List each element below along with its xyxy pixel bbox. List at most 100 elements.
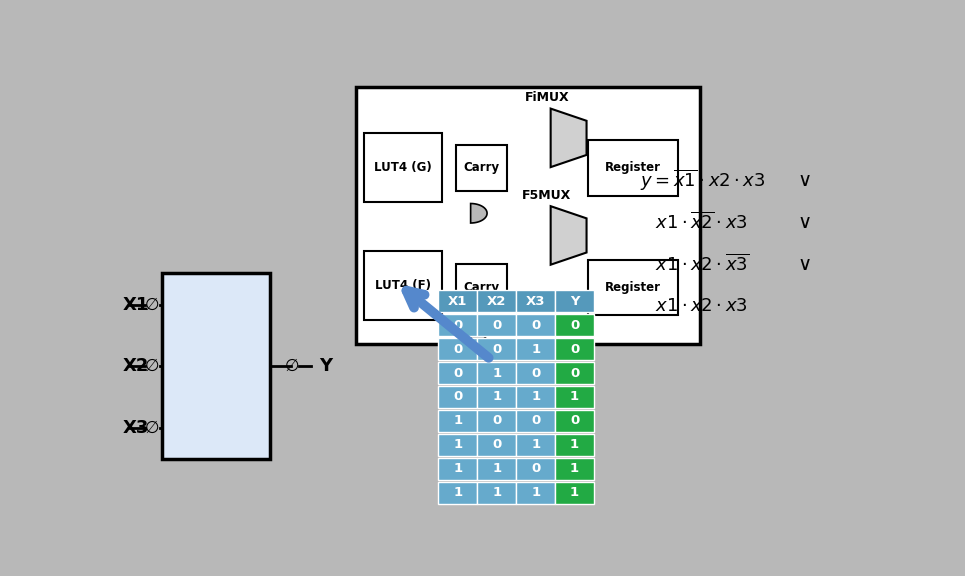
Bar [555, 362, 594, 384]
Bar [588, 260, 677, 315]
Text: 0: 0 [531, 366, 540, 380]
Text: $x1\cdot x2\cdot x3$: $x1\cdot x2\cdot x3$ [655, 297, 748, 316]
Text: 0: 0 [492, 438, 502, 452]
Polygon shape [471, 323, 487, 343]
Text: $x1\cdot \overline{x2}\cdot x3$: $x1\cdot \overline{x2}\cdot x3$ [655, 211, 748, 233]
Text: 1: 1 [492, 391, 502, 403]
Text: 1: 1 [570, 463, 579, 475]
Bar [555, 458, 594, 480]
Text: 0: 0 [570, 343, 579, 355]
Text: 0: 0 [570, 366, 579, 380]
Bar [455, 264, 507, 311]
Text: $\emptyset$: $\emptyset$ [145, 357, 159, 376]
Bar [478, 386, 516, 408]
Bar [364, 134, 442, 202]
Text: 1: 1 [492, 463, 502, 475]
Text: 0: 0 [454, 391, 462, 403]
Bar [438, 410, 478, 432]
Text: 0: 0 [570, 319, 579, 332]
Text: $\emptyset$: $\emptyset$ [145, 419, 159, 437]
Text: 0: 0 [531, 319, 540, 332]
Text: Y: Y [570, 295, 579, 308]
Bar [438, 482, 478, 504]
Text: 0: 0 [531, 414, 540, 427]
Bar [478, 314, 516, 336]
Text: 1: 1 [570, 391, 579, 403]
Text: 1: 1 [531, 438, 540, 452]
Text: $\vee$: $\vee$ [797, 170, 812, 190]
Text: X1: X1 [448, 295, 468, 308]
Text: Carry: Carry [463, 161, 499, 175]
Bar [455, 145, 507, 191]
Bar [588, 140, 677, 195]
Text: 1: 1 [531, 486, 540, 499]
Bar [478, 362, 516, 384]
Text: 0: 0 [454, 319, 462, 332]
Text: FiMUX: FiMUX [525, 91, 569, 104]
Bar [438, 290, 478, 312]
Bar [555, 290, 594, 312]
Bar [555, 314, 594, 336]
Text: X2: X2 [487, 295, 507, 308]
Text: Y: Y [318, 357, 332, 376]
Text: $\emptyset$: $\emptyset$ [284, 357, 299, 376]
Text: 1: 1 [531, 343, 540, 355]
Bar [478, 482, 516, 504]
Bar [438, 434, 478, 456]
Polygon shape [471, 203, 487, 223]
Bar [478, 290, 516, 312]
Text: X1: X1 [123, 296, 150, 314]
Bar [438, 386, 478, 408]
Bar [516, 338, 555, 360]
Bar [516, 290, 555, 312]
Bar [478, 458, 516, 480]
Text: 1: 1 [531, 391, 540, 403]
Bar [555, 386, 594, 408]
Bar [516, 314, 555, 336]
Bar [516, 386, 555, 408]
Bar [478, 434, 516, 456]
Bar [162, 273, 270, 460]
Text: Register: Register [605, 161, 661, 175]
Text: X3: X3 [526, 295, 545, 308]
Polygon shape [551, 109, 587, 167]
Text: 1: 1 [454, 438, 462, 452]
Bar [438, 314, 478, 336]
Bar [555, 410, 594, 432]
Text: 1: 1 [454, 414, 462, 427]
Text: $\vee$: $\vee$ [797, 213, 812, 232]
Text: 1: 1 [454, 463, 462, 475]
Text: $\vee$: $\vee$ [797, 255, 812, 274]
Bar [478, 410, 516, 432]
Bar [478, 338, 516, 360]
Text: 0: 0 [492, 343, 502, 355]
Bar [364, 251, 442, 320]
Bar [516, 362, 555, 384]
Bar [438, 338, 478, 360]
Bar [438, 362, 478, 384]
Text: 0: 0 [492, 414, 502, 427]
Text: Carry: Carry [463, 281, 499, 294]
Text: F5MUX: F5MUX [522, 189, 571, 202]
Text: 0: 0 [454, 343, 462, 355]
Bar [516, 410, 555, 432]
Text: $y = \overline{x1}\cdot x2\cdot x3$: $y = \overline{x1}\cdot x2\cdot x3$ [641, 167, 766, 193]
Bar [555, 482, 594, 504]
Polygon shape [551, 206, 587, 265]
Text: X3: X3 [123, 419, 150, 437]
Text: 0: 0 [492, 319, 502, 332]
Text: $\emptyset$: $\emptyset$ [145, 296, 159, 314]
Text: X2: X2 [123, 357, 150, 376]
Text: $x1\cdot x2\cdot \overline{x3}$: $x1\cdot x2\cdot \overline{x3}$ [655, 253, 750, 275]
Bar [356, 87, 701, 344]
Text: 1: 1 [492, 366, 502, 380]
Text: 1: 1 [454, 486, 462, 499]
Bar [516, 458, 555, 480]
Text: 1: 1 [570, 486, 579, 499]
Text: 0: 0 [570, 414, 579, 427]
Bar [516, 482, 555, 504]
Text: LUT4 (F): LUT4 (F) [375, 279, 431, 292]
Bar [555, 434, 594, 456]
Bar [438, 458, 478, 480]
Text: 0: 0 [454, 366, 462, 380]
